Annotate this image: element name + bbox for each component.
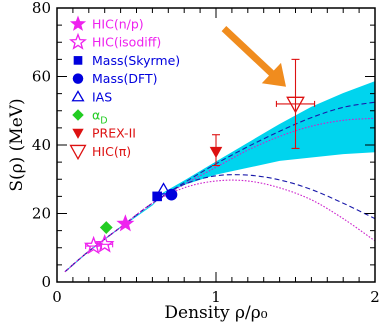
- legend-marker: [71, 90, 85, 102]
- legend-label-text: IAS: [92, 89, 112, 104]
- plot-frame: [56, 7, 376, 283]
- legend-label: αD: [92, 108, 108, 127]
- model-curve-2: [64, 117, 375, 273]
- x-axis-label: Density ρ/ρ₀: [164, 303, 267, 323]
- legend-marker: [72, 73, 84, 84]
- legend-label: HIC(n/p): [92, 17, 144, 32]
- legend-marker: [69, 144, 87, 161]
- data-point: [209, 146, 223, 159]
- legend-marker: [72, 128, 84, 139]
- legend-label-text: HIC(isodiff): [92, 35, 161, 50]
- legend-label-text: α: [92, 108, 100, 123]
- data-point: [99, 221, 113, 234]
- model-curve-3: [64, 174, 375, 273]
- legend-label-text: Mass(Skyrme): [92, 53, 180, 68]
- x-tick-label: 0: [52, 288, 62, 306]
- y-tick-label: 80: [32, 0, 51, 17]
- legend-label: Mass(Skyrme): [92, 53, 180, 68]
- y-tick-label: 60: [32, 68, 51, 86]
- data-point: [156, 182, 171, 195]
- data-point: [152, 191, 162, 202]
- y-tick-label: 20: [32, 205, 51, 223]
- legend-label-subscript: D: [100, 116, 107, 127]
- annotation-arrow: [221, 26, 286, 87]
- legend-marker: [73, 56, 83, 65]
- y-tick-label: 40: [32, 136, 51, 154]
- data-point: [116, 214, 135, 232]
- legend-marker: [69, 32, 87, 50]
- legend-marker: [72, 109, 84, 121]
- legend-label: Mass(DFT): [92, 71, 157, 86]
- data-point: [286, 96, 305, 114]
- data-point: [94, 234, 115, 253]
- legend-label-text: HIC(π): [92, 144, 131, 159]
- model-curve-4: [64, 179, 375, 273]
- legend-marker: [69, 15, 87, 31]
- x-tick-label: 1: [211, 288, 221, 306]
- y-tick-label: 0: [41, 273, 51, 291]
- legend-label-text: Mass(DFT): [92, 71, 157, 86]
- legend-label: HIC(isodiff): [92, 35, 161, 50]
- legend-label: IAS: [92, 89, 112, 104]
- legend-label-text: PREX-II: [92, 126, 136, 141]
- y-axis-label: S(ρ) (MeV): [7, 98, 27, 191]
- legend-label: HIC(π): [92, 144, 131, 159]
- legend-label-text: HIC(n/p): [92, 17, 144, 32]
- x-tick-label: 2: [370, 288, 380, 306]
- legend-label: PREX-II: [92, 126, 136, 141]
